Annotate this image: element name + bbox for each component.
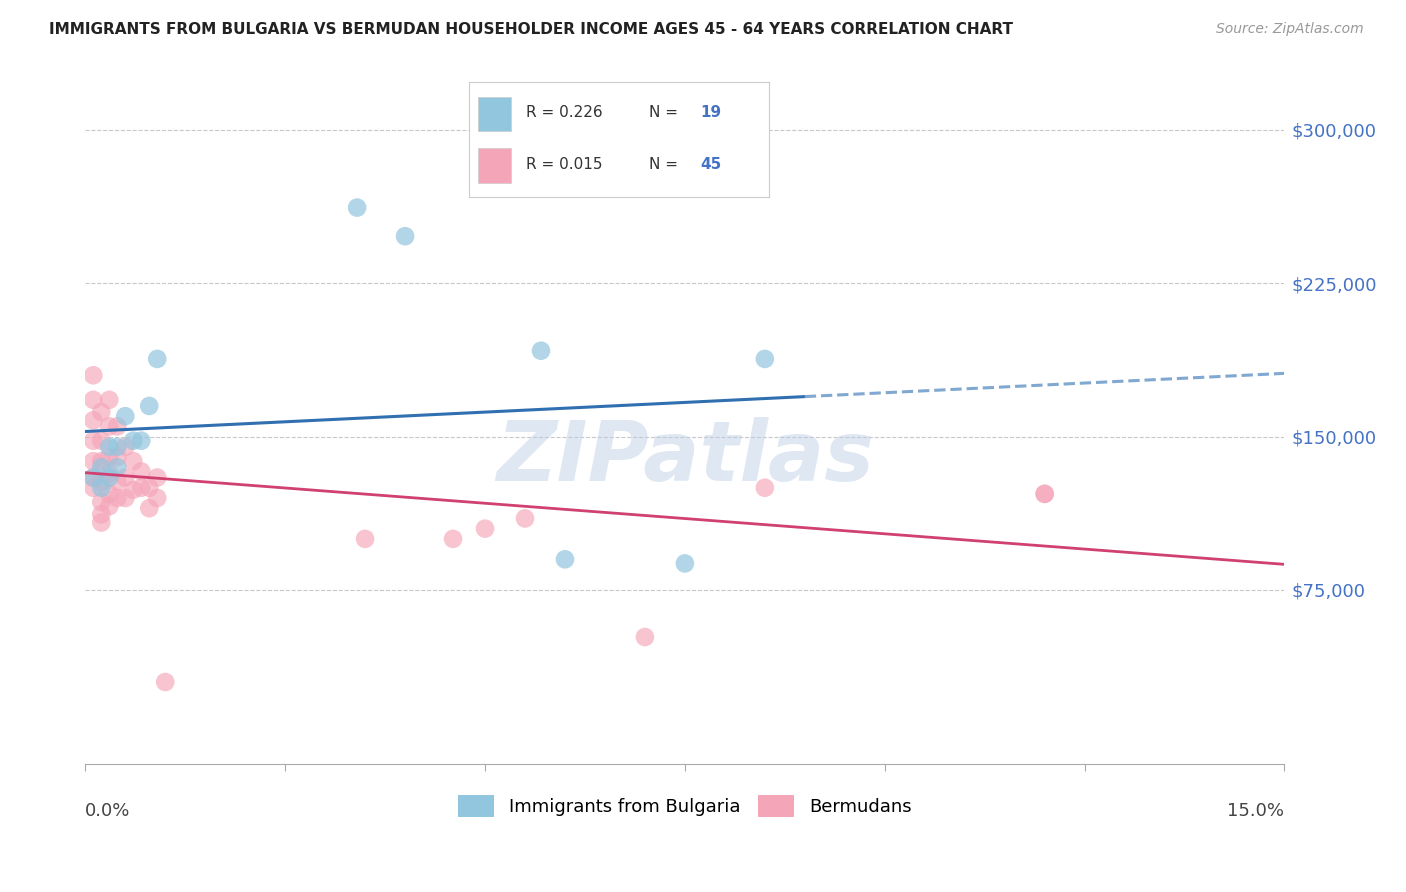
Text: 15.0%: 15.0% [1227,802,1285,820]
Point [354,532,377,546]
Point [1033,487,1056,501]
Point [98,450,121,464]
Point [1033,487,1056,501]
Point [441,532,464,546]
Point [105,460,128,475]
Point [90,454,112,468]
Point [114,491,136,505]
Point [82,454,104,468]
Point [129,464,152,478]
Text: 0.0%: 0.0% [86,802,131,820]
Point [105,440,128,454]
Point [98,470,121,484]
Point [346,201,368,215]
Point [98,499,121,513]
Point [90,495,112,509]
Point [122,454,145,468]
Point [98,440,121,454]
Point [129,434,152,448]
Point [122,483,145,497]
Text: IMMIGRANTS FROM BULGARIA VS BERMUDAN HOUSEHOLDER INCOME AGES 45 - 64 YEARS CORRE: IMMIGRANTS FROM BULGARIA VS BERMUDAN HOU… [49,22,1014,37]
Point [474,522,496,536]
Point [634,630,657,644]
Point [98,467,121,481]
Point [394,229,416,244]
Point [114,440,136,454]
Point [82,470,104,484]
Point [530,343,553,358]
Legend: Immigrants from Bulgaria, Bermudans: Immigrants from Bulgaria, Bermudans [451,788,918,824]
Point [513,511,536,525]
Point [146,351,169,366]
Point [82,481,104,495]
Point [146,470,169,484]
Point [138,481,160,495]
Point [82,368,104,383]
Point [114,409,136,424]
Point [90,434,112,448]
Point [105,491,128,505]
Point [90,516,112,530]
Point [138,399,160,413]
Point [673,557,696,571]
Point [105,450,128,464]
Point [82,413,104,427]
Point [105,475,128,489]
Point [122,434,145,448]
Text: Source: ZipAtlas.com: Source: ZipAtlas.com [1216,22,1364,37]
Point [90,481,112,495]
Point [98,419,121,434]
Point [146,491,169,505]
Point [138,501,160,516]
Point [554,552,576,566]
Point [90,405,112,419]
Text: ZIPatlas: ZIPatlas [496,417,875,499]
Point [90,508,112,522]
Point [754,351,776,366]
Point [129,481,152,495]
Point [82,392,104,407]
Point [90,475,112,489]
Point [114,470,136,484]
Point [98,392,121,407]
Point [155,675,177,690]
Point [98,487,121,501]
Point [754,481,776,495]
Point [105,419,128,434]
Point [82,434,104,448]
Point [82,470,104,484]
Point [90,460,112,475]
